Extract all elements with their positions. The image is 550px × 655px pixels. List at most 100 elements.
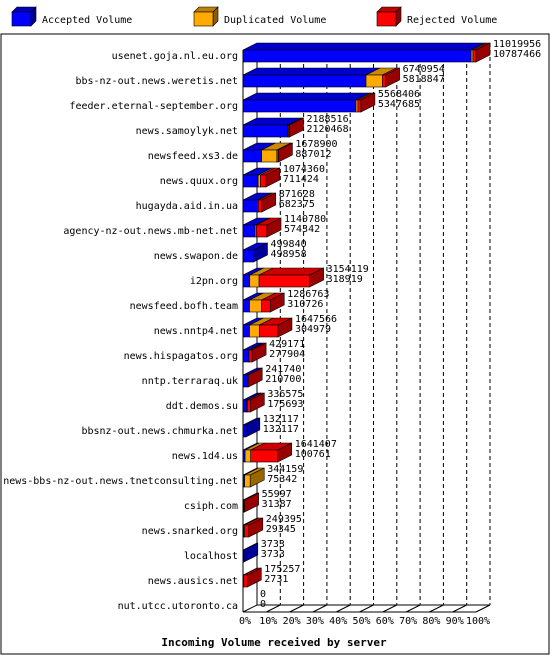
server-label: nut.utcc.utoronto.ca (118, 601, 238, 612)
grid-diag (312, 604, 328, 613)
legend-item: Duplicated Volume (193, 6, 326, 27)
bar-row (242, 292, 285, 313)
bar-segment (242, 224, 256, 238)
value-accepted: 887012 (295, 149, 331, 160)
bar-row (242, 492, 259, 513)
value-accepted: 277904 (269, 349, 305, 360)
bar-segment (357, 99, 362, 113)
bar-segment (247, 399, 251, 413)
value-total: 1678900 (295, 139, 337, 150)
server-label: usenet.goja.nl.eu.org (112, 51, 238, 62)
server-label: nntp.terraraq.uk (142, 376, 238, 387)
value-accepted: 10787466 (493, 49, 541, 60)
x-tick-label: 70% (399, 616, 417, 627)
bar-segment-side (278, 142, 293, 163)
bar-segment (242, 324, 250, 338)
value-accepted: 5818847 (403, 74, 445, 85)
legend-swatch (11, 11, 32, 27)
grid-diag (359, 604, 374, 613)
value-total: 1286763 (287, 289, 329, 300)
grid-diag (266, 604, 281, 613)
bar-segment (261, 149, 278, 163)
x-axis-title: Incoming Volume received by server (161, 636, 387, 649)
bar-segment-side (245, 417, 261, 438)
server-label: news.quux.org (160, 176, 238, 187)
bar-row (242, 367, 263, 388)
grid-diag (382, 604, 398, 613)
server-label: bbsnz-out.news.chmurka.net (81, 426, 238, 437)
value-accepted: 75342 (267, 474, 297, 485)
bar-segment (244, 474, 251, 488)
bar-segment-side (249, 467, 265, 488)
value-accepted: 310726 (287, 299, 323, 310)
x-tick-label: 90% (446, 616, 464, 627)
bar-row (242, 42, 491, 63)
server-labels: usenet.goja.nl.eu.org bbs-nz-out.news.wer… (3, 51, 238, 612)
x-tick-label: 40% (329, 616, 347, 627)
value-accepted: 31387 (262, 499, 292, 510)
value-total: 1074360 (283, 164, 325, 175)
plot-frame (0, 33, 550, 655)
bar-segment (257, 174, 261, 188)
bar-row (242, 517, 264, 538)
server-label: news.1d4.us (172, 451, 238, 462)
bar-segment-side (266, 217, 282, 238)
bar-row (242, 542, 259, 563)
grid-diag (242, 604, 258, 613)
legend-swatch (193, 11, 214, 27)
value-accepted: 318919 (327, 274, 363, 285)
server-label: localhost (184, 551, 238, 562)
bar-segment (242, 274, 251, 288)
bar-segment (250, 449, 279, 463)
value-total: 55997 (262, 489, 292, 500)
bar-segment (242, 424, 247, 438)
bar-row (242, 192, 277, 213)
bar-segment (472, 49, 477, 63)
bar-row (242, 217, 282, 238)
legend-label: Duplicated Volume (224, 15, 326, 26)
legend-swatch (376, 11, 397, 27)
bar-row (242, 67, 400, 88)
legend-label: Rejected Volume (407, 15, 497, 26)
server-label: ddt.demos.su (166, 401, 238, 412)
bar-row (242, 117, 304, 138)
server-label: csiph.com (184, 501, 238, 512)
value-total: 11019956 (493, 39, 541, 50)
grid-diag (289, 604, 304, 613)
x-tick-label: 10% (259, 616, 277, 627)
bar-segment (382, 74, 386, 88)
grid-diag (452, 604, 467, 613)
bar-segment (242, 299, 250, 313)
bar-row (242, 392, 265, 413)
x-tick-label: 80% (422, 616, 440, 627)
bar-segment-side (247, 367, 263, 388)
value-total: 132117 (263, 414, 299, 425)
server-label: feeder.eternal-september.org (69, 101, 238, 112)
bar-segment (261, 299, 271, 313)
grid-diag (335, 604, 351, 613)
bar-row (242, 242, 268, 263)
bar-segment (257, 199, 263, 213)
bar-segment-side (277, 317, 293, 338)
server-label: news.samoylyk.net (136, 126, 238, 137)
legend-item: Accepted Volume (11, 6, 132, 27)
server-label: i2pn.org (190, 276, 238, 287)
value-accepted: 132117 (263, 424, 299, 435)
grid-diag (429, 604, 444, 613)
x-axis: 0% 10% 20% 30% 40% 50% 60% 70% 80% 90% 100% (239, 616, 490, 627)
server-label: news.hispagatos.org (124, 351, 238, 362)
server-label: news-bbs-nz-out.news.tnetconsulting.net (3, 476, 238, 487)
value-accepted: 5347685 (378, 99, 420, 110)
bar-segment (242, 174, 259, 188)
value-total: 241740 (265, 364, 301, 375)
value-accepted: 0 (260, 599, 266, 610)
bar-segment (249, 349, 253, 363)
value-total: 2188516 (306, 114, 348, 125)
bar-segment (242, 249, 254, 263)
value-accepted: 210700 (265, 374, 301, 385)
value-accepted: 711424 (283, 174, 319, 185)
bar-segment (243, 574, 248, 588)
bar-row (242, 417, 261, 438)
value-accepted: 100761 (295, 449, 331, 460)
